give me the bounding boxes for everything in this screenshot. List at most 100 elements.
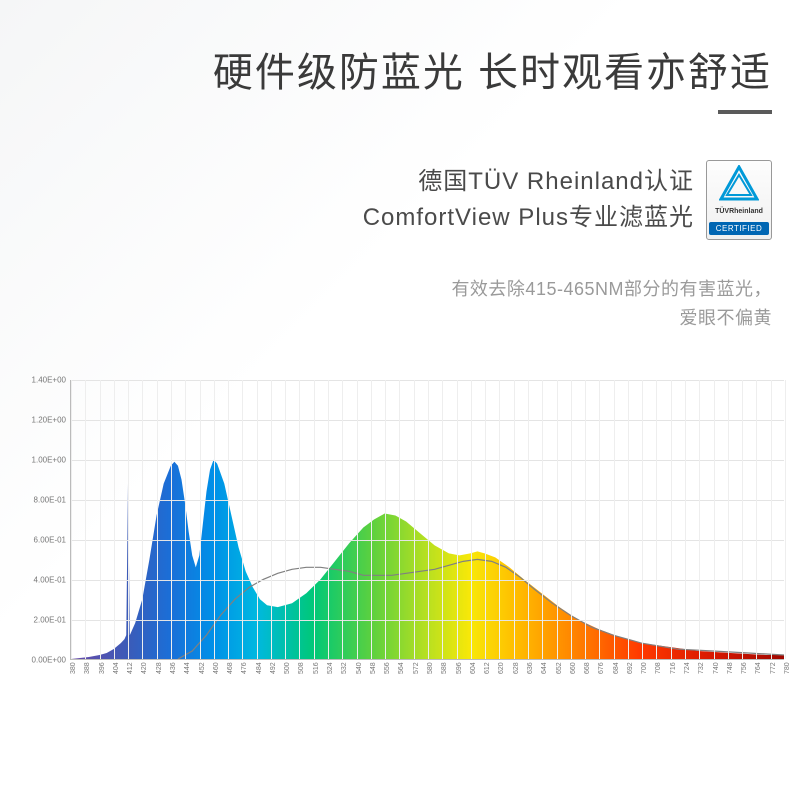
y-tick: 0.00E+00 [32, 656, 66, 665]
gridline-v [142, 380, 143, 659]
gridline-v [357, 380, 358, 659]
x-tick: 572 [413, 662, 420, 674]
x-tick: 716 [670, 662, 677, 674]
y-tick: 4.00E-01 [34, 576, 66, 585]
gridline-v [628, 380, 629, 659]
x-tick: 452 [199, 662, 206, 674]
x-tick: 708 [655, 662, 662, 674]
gridline-v [414, 380, 415, 659]
spectrum-chart: 1.40E+001.20E+001.00E+008.00E-016.00E-01… [18, 380, 788, 690]
x-tick: 636 [527, 662, 534, 674]
gridline-v [642, 380, 643, 659]
gridline-v [299, 380, 300, 659]
x-tick: 436 [170, 662, 177, 674]
x-tick: 604 [470, 662, 477, 674]
main-title: 硬件级防蓝光 长时观看亦舒适 [0, 0, 800, 108]
x-tick: 684 [613, 662, 620, 674]
gridline-v [114, 380, 115, 659]
x-tick: 388 [84, 662, 91, 674]
gridline-v [85, 380, 86, 659]
gridline-v [457, 380, 458, 659]
x-tick: 596 [456, 662, 463, 674]
x-tick: 492 [270, 662, 277, 674]
x-tick: 468 [227, 662, 234, 674]
gridline-v [385, 380, 386, 659]
tuv-triangle-icon [719, 165, 759, 201]
y-tick: 1.40E+00 [32, 376, 66, 385]
gridline-v [785, 380, 786, 659]
gridline-v [200, 380, 201, 659]
x-tick: 772 [770, 662, 777, 674]
gridline-v [228, 380, 229, 659]
gridline-v [699, 380, 700, 659]
gridline-v [285, 380, 286, 659]
gridline-v [585, 380, 586, 659]
gridline-v [185, 380, 186, 659]
x-tick: 516 [313, 662, 320, 674]
x-tick: 780 [784, 662, 791, 674]
x-tick: 588 [441, 662, 448, 674]
gridline-v [728, 380, 729, 659]
gridline-v [157, 380, 158, 659]
gridline-v [714, 380, 715, 659]
x-tick: 692 [627, 662, 634, 674]
title-divider [718, 110, 772, 114]
gridline-v [599, 380, 600, 659]
gridline-v [71, 380, 72, 659]
x-tick: 396 [99, 662, 106, 674]
subtitle-block: 德国TÜV Rheinland认证 ComfortView Plus专业滤蓝光 … [363, 160, 772, 240]
x-tick: 524 [327, 662, 334, 674]
x-tick: 540 [356, 662, 363, 674]
x-tick: 732 [698, 662, 705, 674]
gridline-v [771, 380, 772, 659]
gridline-v [214, 380, 215, 659]
gridline-v [656, 380, 657, 659]
x-tick: 484 [256, 662, 263, 674]
gridline-v [514, 380, 515, 659]
subtitle-text: 德国TÜV Rheinland认证 ComfortView Plus专业滤蓝光 [363, 164, 694, 236]
gridline-v [528, 380, 529, 659]
x-tick: 652 [556, 662, 563, 674]
gridline-v [485, 380, 486, 659]
badge-brand: TÜVRheinland [715, 208, 763, 215]
x-tick: 500 [284, 662, 291, 674]
y-axis: 1.40E+001.20E+001.00E+008.00E-016.00E-01… [18, 380, 70, 660]
gridline-v [171, 380, 172, 659]
gridline-v [128, 380, 129, 659]
x-tick: 756 [741, 662, 748, 674]
x-tick: 532 [341, 662, 348, 674]
x-tick: 620 [498, 662, 505, 674]
y-tick: 8.00E-01 [34, 496, 66, 505]
x-tick: 580 [427, 662, 434, 674]
badge-status: CERTIFIED [709, 222, 769, 235]
x-tick: 628 [513, 662, 520, 674]
gridline-v [571, 380, 572, 659]
x-tick: 612 [484, 662, 491, 674]
gridline-v [399, 380, 400, 659]
gridline-v [100, 380, 101, 659]
gridline-v [614, 380, 615, 659]
x-tick: 764 [755, 662, 762, 674]
x-tick: 700 [641, 662, 648, 674]
x-tick: 644 [541, 662, 548, 674]
y-tick: 2.00E-01 [34, 616, 66, 625]
gridline-v [685, 380, 686, 659]
x-tick: 508 [298, 662, 305, 674]
x-tick: 380 [70, 662, 77, 674]
y-tick: 1.00E+00 [32, 456, 66, 465]
x-tick: 444 [184, 662, 191, 674]
gridline-v [314, 380, 315, 659]
desc-line2: 爱眼不偏黄 [451, 304, 772, 333]
x-tick: 676 [598, 662, 605, 674]
gridline-v [371, 380, 372, 659]
gridline-v [542, 380, 543, 659]
x-axis: 3803883964044124204284364444524604684764… [70, 664, 784, 690]
gridline-v [271, 380, 272, 659]
x-tick: 668 [584, 662, 591, 674]
description: 有效去除415-465NM部分的有害蓝光， 爱眼不偏黄 [451, 275, 772, 333]
y-tick: 6.00E-01 [34, 536, 66, 545]
gridline-v [557, 380, 558, 659]
tuv-badge: TÜVRheinland CERTIFIED [706, 160, 772, 240]
gridline-v [342, 380, 343, 659]
x-tick: 724 [684, 662, 691, 674]
